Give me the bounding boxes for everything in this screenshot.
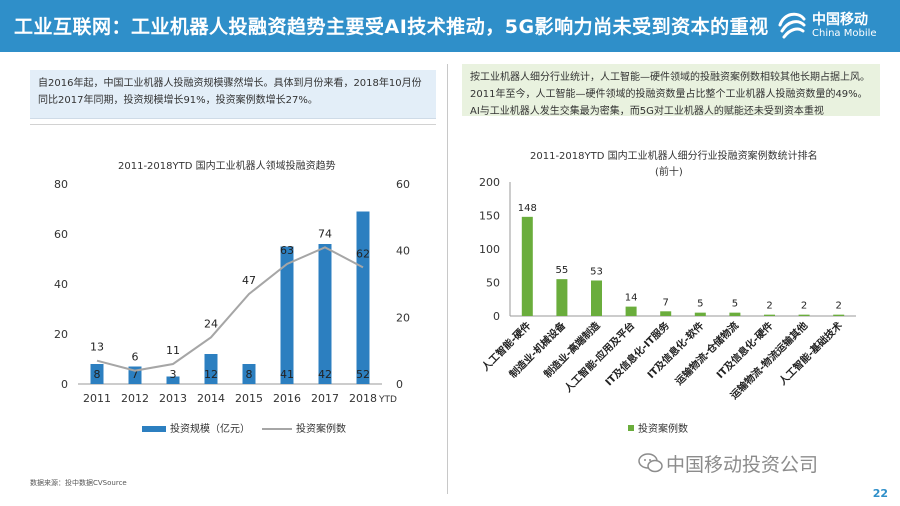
x-tick-label: 2014: [197, 392, 225, 405]
bar-investment-amount: [280, 246, 294, 384]
y-tick-label: 0: [493, 310, 500, 323]
vertical-divider: [447, 64, 448, 494]
bar-deal-count: [764, 314, 775, 316]
x-tick-label: 运输物流-仓储物流: [672, 319, 741, 388]
left-divider: [30, 124, 436, 125]
bar-data-label: 7: [663, 297, 669, 308]
right-y-tick-label: 40: [396, 245, 410, 258]
bar-data-label: 14: [625, 293, 638, 304]
bar-data-label: 41: [280, 368, 294, 381]
line-data-label: 6: [132, 351, 139, 364]
left-y-tick-label: 20: [54, 328, 68, 341]
bar-data-label: 55: [556, 265, 569, 276]
legend-label: 投资案例数: [638, 422, 688, 435]
bar-investment-amount: [166, 376, 180, 384]
bar-data-label: 8: [94, 368, 101, 381]
x-tick-label: 2011: [83, 392, 111, 405]
bar-data-label: 42: [318, 368, 332, 381]
bar-investment-amount: [90, 364, 104, 384]
right-y-tick-label: 60: [396, 178, 410, 191]
bar-data-label: 2: [766, 301, 772, 312]
line-data-label: 62: [356, 247, 370, 260]
bar-investment-amount: [356, 211, 370, 384]
x-tick-label: 2012: [121, 392, 149, 405]
header-bar: 工业互联网：工业机器人投融资趋势主要受AI技术推动，5G影响力尚未受到资本的重视…: [0, 0, 900, 52]
bar-data-label: 12: [204, 368, 218, 381]
bar-data-label: 5: [697, 299, 703, 310]
bar-data-label: 53: [590, 266, 603, 277]
legend-swatch-bars: [142, 426, 166, 432]
bar-deal-count: [694, 312, 706, 316]
y-tick-label: 200: [479, 176, 500, 189]
right-y-tick-label: 20: [396, 311, 410, 324]
bar-investment-amount: [242, 364, 256, 384]
line-data-label: 47: [242, 274, 256, 287]
legend-swatch: [628, 425, 634, 431]
line-data-label: 63: [280, 244, 294, 257]
bar-data-label: 2: [836, 301, 842, 312]
x-tick-label: 人工智能-基础技术: [776, 319, 845, 388]
left-summary-box: 自2016年起，中国工业机器人投融资规模骤然增长。具体到月份来看，2018年10…: [30, 70, 436, 119]
bar-investment-amount: [318, 244, 332, 384]
legend-label-line: 投资案例数: [296, 422, 346, 435]
bar-data-label: 3: [170, 368, 177, 381]
y-tick-label: 100: [479, 243, 500, 256]
left-y-tick-label: 60: [54, 228, 68, 241]
china-mobile-logo-icon: [778, 12, 806, 39]
right-summary-box: 按工业机器人细分行业统计，人工智能—硬件领域的投融资案例数相较其他长期占据上风。…: [462, 64, 880, 117]
bar-deal-count: [660, 311, 672, 316]
right-chart-title: 2011-2018YTD 国内工业机器人细分行业投融资案例数统计排名: [530, 151, 818, 162]
line-data-label: 13: [90, 341, 104, 354]
left-y-tick-label: 0: [61, 378, 68, 391]
right-y-tick-label: 0: [396, 378, 403, 391]
x-tick-suffix: YTD: [378, 395, 397, 405]
wechat-icon: [638, 453, 663, 473]
line-data-label: 24: [204, 317, 218, 330]
bar-data-label: 52: [356, 368, 370, 381]
bar-deal-count: [833, 314, 845, 316]
y-tick-label: 150: [479, 210, 500, 223]
bar-data-label: 148: [518, 203, 537, 214]
data-source: 数据来源：投中数据CVSource: [30, 479, 127, 487]
x-tick-label: 2018: [349, 392, 377, 405]
page-title: 工业互联网：工业机器人投融资趋势主要受AI技术推动，5G影响力尚未受到资本的重视: [14, 16, 769, 38]
left-chart-title: 2011-2018YTD 国内工业机器人领域投融资趋势: [118, 161, 336, 172]
page-number: 22: [872, 487, 888, 500]
investment-trend-chart: 0 20 40 60 80 0 20 40 60 8 2011 7 2012 3 2013 12 2014 8 20…: [54, 178, 410, 435]
bar-investment-amount: [204, 354, 218, 384]
x-tick-label: 2013: [159, 392, 187, 405]
y-tick-label: 50: [486, 277, 500, 290]
bar-deal-count: [521, 216, 533, 316]
x-tick-label: 2017: [311, 392, 339, 405]
logo-text-zh: 中国移动: [812, 12, 868, 28]
x-tick-label: 2016: [273, 392, 301, 405]
bar-data-label: 2: [801, 301, 807, 312]
segment-ranking-chart: 050100150200148人工智能-硬件55制造业-机械设备53制造业-高端…: [479, 176, 856, 435]
bar-data-label: 8: [246, 368, 253, 381]
right-summary-text: 按工业机器人细分行业统计，人工智能—硬件领域的投融资案例数相较其他长期占据上风。…: [470, 72, 870, 117]
line-deal-count: [96, 246, 364, 372]
logo-text-en: China Mobile: [812, 28, 877, 39]
right-chart-subtitle: (前十): [655, 167, 683, 178]
left-y-tick-label: 80: [54, 178, 68, 191]
bar-deal-count: [625, 306, 637, 316]
left-y-tick-label: 40: [54, 278, 68, 291]
x-tick-label: IT及信息化-IT服务: [602, 318, 672, 388]
left-summary-text: 自2016年起，中国工业机器人投融资规模骤然增长。具体到月份来看，2018年10…: [38, 78, 422, 106]
bar-deal-count: [798, 314, 810, 316]
bar-data-label: 7: [132, 368, 139, 381]
bar-data-label: 5: [732, 299, 738, 310]
line-data-label: 11: [166, 344, 180, 357]
china-mobile-logo: 中国移动 China Mobile: [776, 9, 886, 43]
bar-deal-count: [556, 279, 568, 316]
bar-deal-count: [591, 280, 602, 316]
line-data-label: 74: [318, 227, 332, 240]
watermark-text: 中国移动投资公司: [666, 454, 819, 476]
bar-deal-count: [729, 312, 741, 316]
legend-label-bars: 投资规模（亿元）: [170, 422, 250, 435]
x-tick-label: 2015: [235, 392, 263, 405]
